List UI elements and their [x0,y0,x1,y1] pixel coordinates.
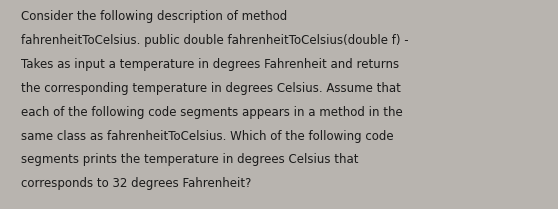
Text: Consider the following description of method: Consider the following description of me… [21,10,287,23]
Text: same class as fahrenheitToCelsius. Which of the following code: same class as fahrenheitToCelsius. Which… [21,130,394,143]
Text: Takes as input a temperature in degrees Fahrenheit and returns: Takes as input a temperature in degrees … [21,58,400,71]
Text: corresponds to 32 degrees Fahrenheit?: corresponds to 32 degrees Fahrenheit? [21,177,252,190]
Text: each of the following code segments appears in a method in the: each of the following code segments appe… [21,106,403,119]
Text: the corresponding temperature in degrees Celsius. Assume that: the corresponding temperature in degrees… [21,82,401,95]
Text: fahrenheitToCelsius. public double fahrenheitToCelsius(double f) -: fahrenheitToCelsius. public double fahre… [21,34,409,47]
Text: segments prints the temperature in degrees Celsius that: segments prints the temperature in degre… [21,153,359,166]
